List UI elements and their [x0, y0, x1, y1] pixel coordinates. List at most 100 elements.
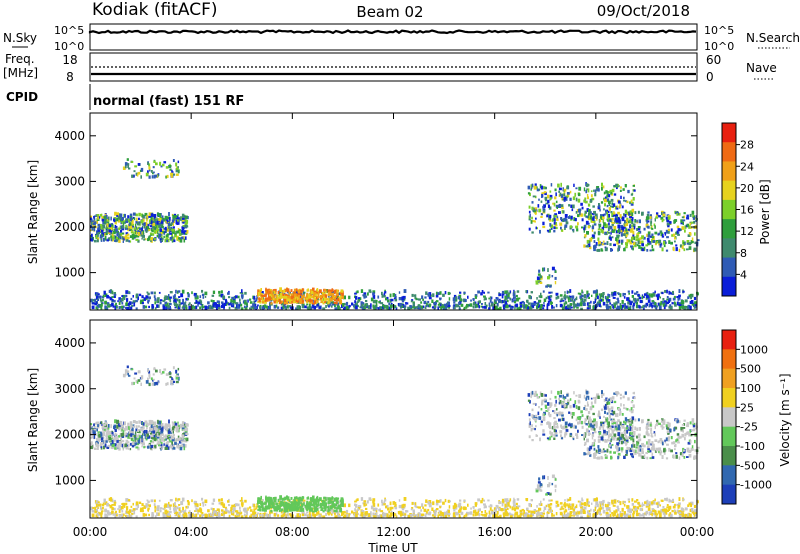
- power-cell: [483, 305, 487, 309]
- velocity-cell: [648, 501, 651, 505]
- velocity-cell: [560, 411, 564, 415]
- power-cell: [683, 215, 686, 219]
- velocity-cell: [586, 415, 589, 420]
- velocity-cell: [613, 436, 617, 439]
- velocity-cell: [631, 416, 635, 421]
- power-cell: [375, 301, 378, 305]
- power-cell: [131, 235, 135, 240]
- power-cell: [519, 304, 523, 308]
- power-cell: [386, 305, 389, 310]
- power-cell: [635, 238, 638, 241]
- velocity-cell: [558, 395, 562, 398]
- velocity-cell: [667, 424, 671, 428]
- power-cell: [263, 304, 267, 308]
- power-cell: [319, 289, 322, 294]
- power-cell: [640, 246, 642, 250]
- power-cell: [140, 219, 144, 224]
- power-cell: [141, 225, 144, 229]
- velocity-cell: [591, 405, 595, 408]
- colorbar-tick-label: 28: [740, 139, 754, 152]
- power-cell: [623, 196, 625, 200]
- velocity-cell: [609, 413, 613, 415]
- velocity-cell: [570, 423, 573, 427]
- power-cell: [645, 304, 647, 308]
- velocity-cell: [125, 432, 127, 436]
- velocity-cell: [531, 390, 534, 395]
- power-cell: [530, 306, 533, 309]
- velocity-cell: [627, 397, 630, 401]
- power-cell: [549, 298, 552, 303]
- velocity-cell: [533, 417, 536, 420]
- power-cell: [590, 194, 593, 198]
- power-cell: [563, 217, 567, 222]
- power-cell: [606, 211, 608, 216]
- velocity-cell: [128, 433, 131, 436]
- power-cell: [288, 298, 291, 302]
- power-cell: [682, 290, 685, 293]
- velocity-cell: [177, 367, 180, 371]
- power-cell: [531, 216, 533, 220]
- colorbar-tick-label: 24: [740, 160, 754, 173]
- power-cell: [141, 301, 144, 305]
- power-cell: [531, 183, 534, 188]
- power-cell: [128, 226, 131, 229]
- power-cell: [589, 211, 592, 214]
- velocity-cell: [625, 439, 629, 442]
- power-cell: [630, 229, 633, 233]
- power-cell: [354, 300, 357, 304]
- power-cell: [97, 228, 100, 232]
- velocity-cell: [134, 438, 137, 442]
- power-cell: [91, 221, 93, 225]
- power-cell: [160, 223, 164, 227]
- power-cell: [178, 296, 181, 298]
- power-cell: [323, 288, 326, 292]
- velocity-cell: [176, 373, 179, 376]
- power-cell: [382, 304, 385, 307]
- colorbar-segment: [722, 180, 736, 201]
- velocity-cell: [659, 438, 663, 442]
- power-cell: [130, 225, 133, 230]
- power-cell: [332, 296, 336, 300]
- velocity-cell: [646, 445, 650, 449]
- velocity-cell: [135, 425, 138, 429]
- power-cell: [612, 229, 615, 233]
- velocity-cell: [583, 452, 586, 456]
- velocity-cell: [160, 448, 162, 451]
- power-cell: [124, 165, 127, 169]
- power-cell: [122, 305, 125, 309]
- power-cell: [115, 228, 118, 232]
- velocity-cell: [105, 434, 109, 438]
- power-cell: [544, 186, 547, 190]
- velocity-cell: [610, 418, 613, 421]
- velocity-cell: [589, 454, 592, 457]
- velocity-cell: [123, 445, 125, 449]
- power-cell: [159, 238, 162, 241]
- power-cell: [150, 229, 154, 232]
- power-cell: [292, 300, 296, 303]
- velocity-cell: [547, 407, 550, 411]
- velocity-cell: [577, 421, 580, 425]
- velocity-cell: [152, 445, 156, 449]
- power-cell: [313, 296, 316, 300]
- power-cell: [586, 188, 589, 191]
- power-cell: [102, 224, 105, 229]
- velocity-cell: [93, 435, 96, 439]
- power-cell: [580, 297, 583, 301]
- power-cell: [172, 159, 175, 162]
- velocity-cell: [90, 423, 93, 425]
- power-cell: [330, 301, 334, 304]
- velocity-cell: [637, 439, 640, 442]
- power-cell: [151, 218, 154, 222]
- power-cell: [633, 236, 636, 241]
- power-cell: [175, 289, 177, 294]
- power-cell: [548, 216, 551, 221]
- velocity-cell: [608, 433, 611, 438]
- power-cell: [652, 301, 656, 305]
- power-cell: [542, 267, 544, 272]
- velocity-cell: [548, 413, 552, 418]
- power-cell: [118, 234, 121, 237]
- power-cell: [541, 194, 543, 198]
- power-cell: [239, 298, 241, 302]
- power-cell: [152, 238, 156, 241]
- velocity-cell: [655, 424, 659, 427]
